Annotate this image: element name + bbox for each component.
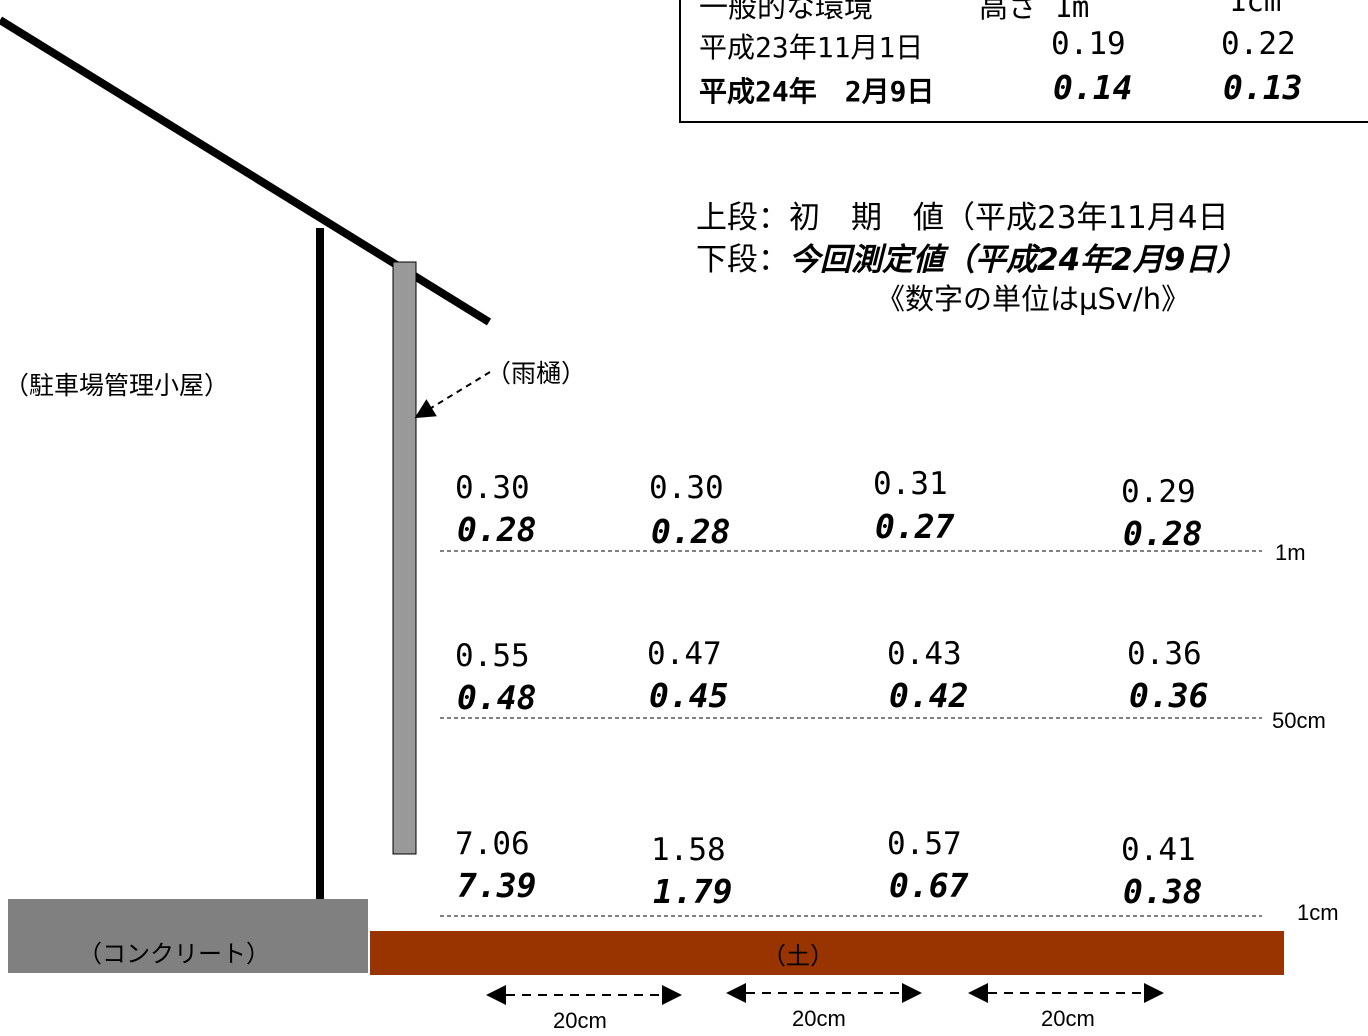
ref-header-1cm: 1cm (1229, 0, 1282, 18)
soil-label: （土） (762, 942, 834, 970)
value-current-1cm-col4: 0.38 (1123, 872, 1203, 911)
height-label-1m: 1m (1275, 540, 1306, 565)
value-initial-1m-col1: 0.30 (455, 470, 530, 506)
value-current-50cm-col3: 0.42 (889, 676, 969, 715)
hut-label: （駐車場管理小屋） (4, 371, 230, 400)
gutter-label: （雨樋） (486, 359, 587, 388)
value-current-50cm-col2: 0.45 (649, 676, 729, 715)
value-current-50cm-col4: 0.36 (1129, 676, 1209, 715)
ref-row2-1cm: 0.13 (1223, 68, 1303, 107)
value-current-1cm-col3: 0.67 (889, 866, 969, 905)
unit-note: 《数字の単位はμSv/h》 (876, 282, 1191, 316)
value-initial-1m-col2: 0.30 (649, 470, 724, 506)
value-initial-1cm-col3: 0.57 (887, 826, 962, 862)
legend-text-initial: 初 期 値（平成23年11月4日 (789, 200, 1229, 236)
distance-label-3: 20cm (1041, 1006, 1095, 1031)
value-current-1cm-col1: 7.39 (457, 866, 537, 905)
value-initial-1cm-col1: 7.06 (455, 826, 530, 862)
value-initial-50cm-col2: 0.47 (647, 636, 722, 672)
value-initial-50cm-col4: 0.36 (1127, 636, 1202, 672)
ref-row1-1cm: 0.22 (1221, 26, 1296, 62)
ref-row2-1m: 0.14 (1053, 68, 1133, 107)
value-current-1cm-col2: 1.79 (653, 872, 733, 911)
height-label-1cm: 1cm (1297, 900, 1339, 925)
value-initial-50cm-col1: 0.55 (455, 638, 530, 674)
value-initial-1m-col3: 0.31 (873, 466, 948, 502)
ref-row1-date: 平成23年11月1日 (699, 31, 924, 64)
value-current-1m-col4: 0.28 (1123, 514, 1203, 553)
soil-strip (370, 931, 1284, 975)
value-initial-1m-col4: 0.29 (1121, 474, 1196, 510)
ref-row2-date: 平成24年 2月9日 (699, 75, 935, 108)
legend-line-initial: 上段：初 期 値（平成23年11月4日 (696, 192, 1229, 237)
ref-header-environment: 一般的な環境 (699, 0, 874, 24)
value-initial-1cm-col4: 0.41 (1121, 832, 1196, 868)
value-initial-1cm-col2: 1.58 (651, 832, 726, 868)
value-current-1m-col2: 0.28 (651, 512, 731, 551)
ref-header-1m: 高さ 1m (979, 0, 1090, 24)
value-current-50cm-col1: 0.48 (457, 678, 537, 717)
gutter-pointer-arrow (414, 371, 491, 419)
height-label-50cm: 50cm (1272, 708, 1326, 733)
rain-gutter (392, 261, 417, 855)
value-current-1m-col1: 0.28 (457, 510, 537, 549)
distance-label-2: 20cm (792, 1006, 846, 1031)
concrete-slab (8, 899, 368, 973)
legend-line-current: 下段：今回測定値（平成24年2月9日） (696, 234, 1247, 279)
reference-table: 一般的な環境 高さ 1m 1cm 平成23年11月1日 0.19 0.22 平成… (679, 0, 1368, 123)
distance-label-1: 20cm (553, 1008, 607, 1033)
legend-prefix-lower: 下段： (696, 242, 789, 278)
legend-text-current: 今回測定値（平成24年2月9日） (789, 242, 1248, 278)
ref-row1-1m: 0.19 (1051, 26, 1126, 62)
legend-prefix-upper: 上段： (696, 200, 789, 236)
concrete-label: （コンクリート） (78, 940, 270, 968)
value-current-1m-col3: 0.27 (875, 507, 955, 546)
value-initial-50cm-col3: 0.43 (887, 636, 962, 672)
